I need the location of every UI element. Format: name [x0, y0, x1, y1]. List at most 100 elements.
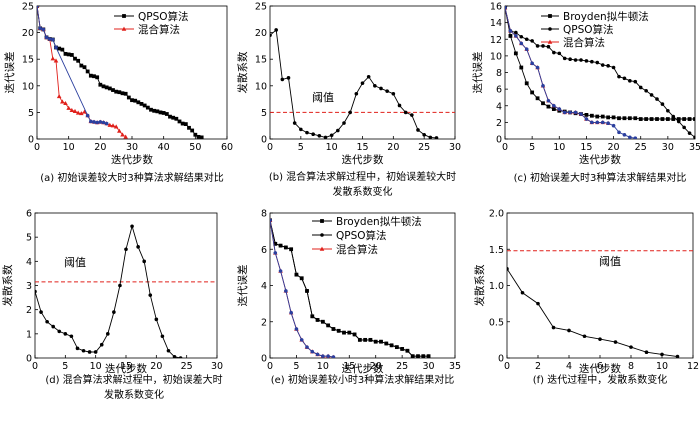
series-line [270, 220, 334, 358]
data-point [606, 121, 610, 126]
y-tick-label: 0 [26, 354, 32, 365]
legend-marker [121, 26, 127, 31]
data-point [323, 135, 328, 139]
data-point [196, 134, 201, 139]
data-point [622, 133, 627, 137]
data-point [136, 245, 140, 249]
data-point [541, 84, 545, 88]
y-tick-label: 0 [261, 354, 267, 365]
data-point [633, 116, 638, 121]
data-point [75, 110, 81, 115]
data-point [649, 93, 654, 97]
data-point [72, 108, 78, 114]
y-tick-label: 6 [261, 245, 267, 256]
data-point [530, 90, 535, 95]
data-point [573, 110, 578, 115]
data-point [177, 119, 182, 124]
data-point [366, 74, 371, 79]
y-tick-label: 16 [490, 2, 502, 13]
data-point [130, 98, 134, 103]
data-point [76, 58, 81, 63]
x-tick-label: 8 [628, 361, 634, 372]
caption: 发散系数变化 [104, 388, 164, 401]
data-point [139, 101, 144, 106]
data-point [82, 65, 87, 70]
data-point [546, 44, 551, 49]
data-point [519, 41, 524, 46]
x-axis-label: 迭代步数 [111, 153, 153, 166]
data-point [51, 37, 55, 42]
threshold-label: 阈值 [599, 254, 621, 268]
data-point [57, 329, 62, 334]
x-tick-label: 35 [689, 142, 700, 153]
data-point [598, 337, 602, 341]
data-point [274, 28, 278, 32]
data-point [180, 121, 185, 126]
x-tick-label: 5 [293, 361, 299, 372]
x-tick-label: 15 [343, 361, 355, 372]
data-point [82, 109, 87, 114]
data-point [110, 123, 116, 128]
data-point [536, 301, 540, 306]
data-point [66, 105, 71, 110]
data-point [405, 348, 410, 353]
data-point [552, 103, 556, 108]
data-point [66, 52, 71, 57]
data-point [524, 47, 529, 52]
data-point [579, 58, 583, 62]
x-tick-label: 10 [326, 142, 338, 153]
x-tick-label: 30 [662, 142, 674, 153]
data-point [95, 75, 100, 80]
data-point [155, 109, 160, 114]
data-point [270, 33, 272, 38]
data-point [524, 37, 529, 42]
data-point [99, 342, 104, 347]
data-point [627, 116, 632, 121]
data-point [530, 61, 534, 66]
x-tick-label: 0 [34, 142, 40, 153]
y-tick-label: 2 [261, 317, 267, 328]
data-point [633, 136, 638, 139]
panel-f: 0 2 4 6 8 10 12 0 0.5 1.0 1.5 2.0 迭代步数 发散系数 阈值 (f) 迭代过程… [473, 209, 699, 387]
legend-marker [320, 219, 324, 223]
data-point [428, 135, 433, 139]
y-tick-label: 0 [496, 135, 502, 146]
data-point [294, 327, 299, 331]
data-point [50, 56, 56, 61]
data-point [133, 98, 138, 103]
series-line [37, 6, 126, 138]
data-point [675, 354, 680, 358]
y-tick-label: 1 [26, 329, 32, 340]
y-tick-label: 5 [26, 233, 32, 244]
data-point [368, 338, 373, 342]
data-point [600, 120, 605, 125]
data-point [671, 114, 676, 119]
y-tick-label: 1.5 [489, 245, 504, 256]
y-tick-label: 10 [490, 51, 502, 62]
data-point [385, 89, 389, 93]
data-point [142, 259, 146, 264]
y-tick-label: 8 [496, 68, 502, 79]
x-tick-label: 20 [370, 361, 382, 372]
x-tick-label: 15 [120, 361, 132, 372]
data-point [611, 115, 616, 120]
y-tick-label: 20 [255, 28, 267, 39]
data-point [305, 345, 309, 349]
data-point [39, 310, 43, 314]
panel-c: 0 5 10 15 20 25 30 35 0 2 4 6 8 10 12 14 16 迭代步数 迭代误差 Broyd… [471, 2, 700, 185]
data-point [111, 88, 115, 92]
plot-frame [506, 212, 694, 359]
data-point [665, 117, 670, 121]
data-point [535, 96, 540, 101]
data-point [81, 348, 86, 353]
data-point [57, 46, 62, 51]
data-point [168, 114, 172, 119]
caption: (b) 混合算法求解过程中，初始误差较大时 [269, 170, 456, 183]
x-tick-label: 20 [608, 142, 620, 153]
x-tick-label: 6 [597, 361, 603, 372]
data-point [421, 354, 426, 358]
data-point [573, 58, 578, 62]
data-point [69, 107, 75, 112]
data-point [93, 350, 98, 354]
